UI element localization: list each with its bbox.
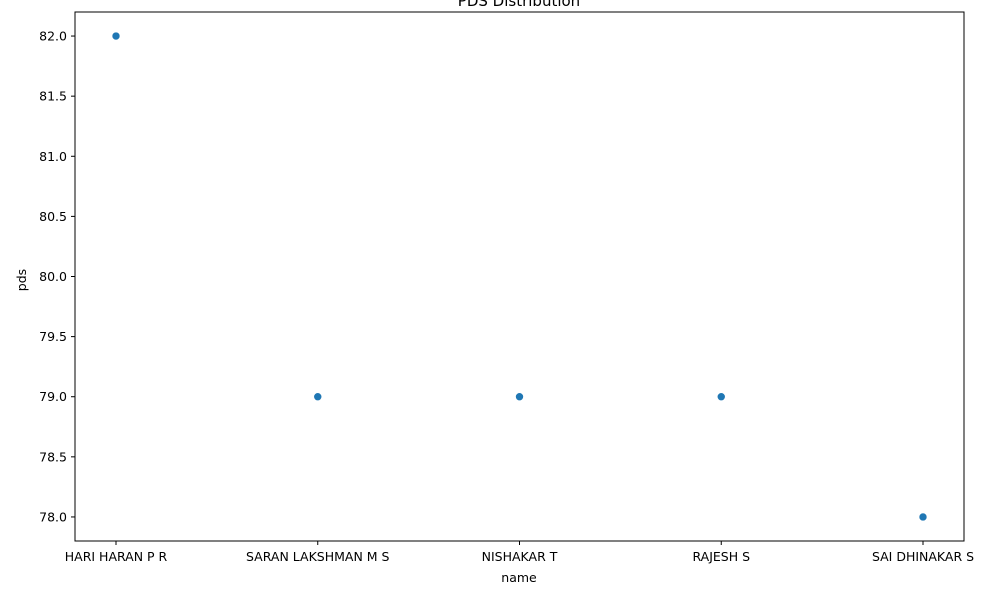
y-tick-label: 81.0 xyxy=(39,149,67,164)
x-axis: HARI HARAN P R SARAN LAKSHMAN M S NISHAKAR… xyxy=(65,541,974,564)
y-tick-label: 79.0 xyxy=(39,389,67,404)
data-point xyxy=(515,392,524,402)
chart-title: PDS Distribution xyxy=(458,0,580,10)
plot-area-frame xyxy=(74,11,965,542)
x-tick-label: SAI DHINAKAR S xyxy=(872,549,974,564)
x-axis-title: name xyxy=(501,570,537,585)
x-tick-label: NISHAKAR T xyxy=(482,549,558,564)
y-axis-title: pds xyxy=(14,269,29,291)
data-point xyxy=(111,31,121,41)
y-axis: 78.0 78.5 79.0 79.5 80.0 80.5 81.0 81.5 82.0 xyxy=(39,29,75,524)
y-tick-label: 78.5 xyxy=(39,449,67,464)
data-point xyxy=(918,512,928,522)
data-points xyxy=(111,31,928,522)
x-tick-label: RAJESH S xyxy=(692,549,750,564)
y-tick-label: 81.5 xyxy=(39,89,67,104)
data-point xyxy=(716,392,726,402)
y-tick-label: 80.5 xyxy=(39,209,67,224)
data-point xyxy=(313,392,323,402)
y-tick-label: 82.0 xyxy=(39,29,67,44)
x-tick-label: HARI HARAN P R xyxy=(65,549,168,564)
y-tick-label: 78.0 xyxy=(39,509,67,524)
x-tick-label: SARAN LAKSHMAN M S xyxy=(246,549,390,564)
y-tick-label: 80.0 xyxy=(39,269,67,284)
y-tick-label: 79.5 xyxy=(39,329,67,344)
